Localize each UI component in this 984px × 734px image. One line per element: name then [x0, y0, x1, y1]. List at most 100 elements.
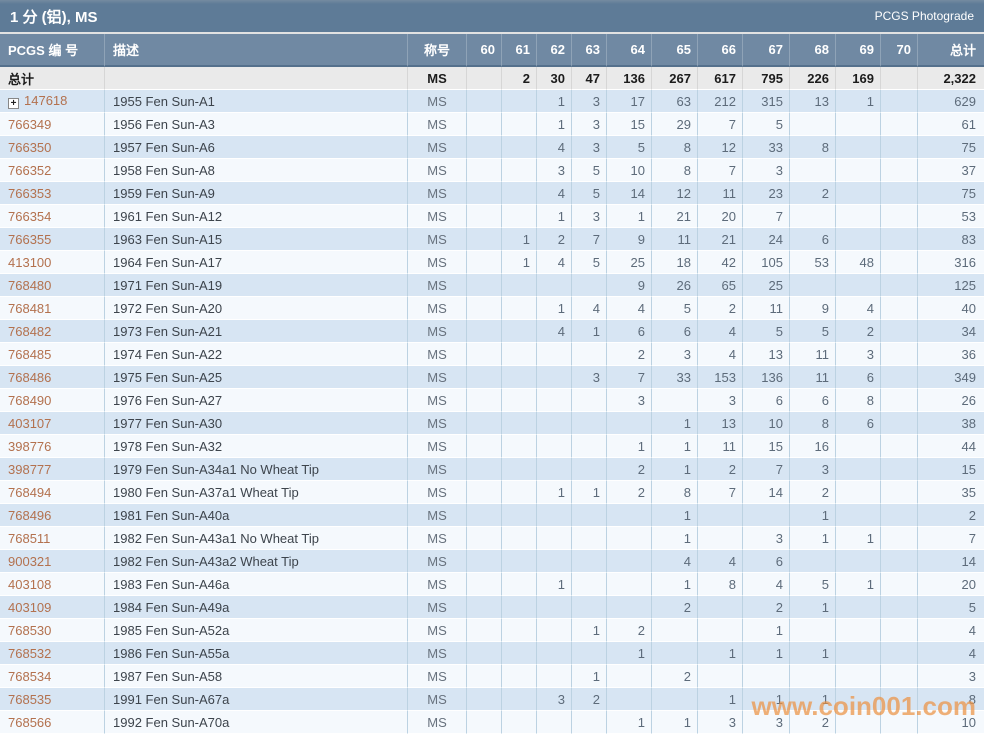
pcgs-number-link[interactable]: 768480 [8, 277, 52, 293]
pcgs-number-link[interactable]: 766353 [8, 185, 52, 201]
grade-count-62: 1 [537, 90, 572, 113]
grade-count-66: 2 [698, 297, 743, 320]
row-total: 75 [918, 136, 984, 159]
pcgs-number-link[interactable]: 766354 [8, 208, 52, 224]
grade-count-69: 8 [836, 389, 881, 412]
grade-count-65: 2 [652, 596, 698, 619]
grade-count-63: 3 [572, 205, 607, 228]
grade-count-67: 105 [743, 251, 790, 274]
grade-count-69: 6 [836, 366, 881, 389]
designation: MS [408, 504, 467, 527]
pcgs-number-link[interactable]: 768532 [8, 645, 52, 661]
grade-count-70 [881, 642, 918, 665]
grade-count-65: 11 [652, 228, 698, 251]
grade-count-62 [537, 504, 572, 527]
grade-count-65: 1 [652, 412, 698, 435]
pcgs-number-cell: 413100 [0, 251, 105, 274]
grade-count-61 [502, 205, 537, 228]
pcgs-number-link[interactable]: 768566 [8, 714, 52, 730]
pcgs-number-cell: 403109 [0, 596, 105, 619]
grade-count-61 [502, 366, 537, 389]
pcgs-number-link[interactable]: 766349 [8, 116, 52, 132]
grade-count-63: 3 [572, 366, 607, 389]
pcgs-number-link[interactable]: 768511 [8, 530, 51, 546]
grade-count-62: 4 [537, 136, 572, 159]
pcgs-number-link[interactable]: 403108 [8, 576, 52, 592]
grade-count-61 [502, 550, 537, 573]
grade-count-67: 3 [743, 159, 790, 182]
pcgs-number-link[interactable]: 398777 [8, 461, 52, 477]
grade-count-60 [467, 711, 502, 734]
grade-count-63: 5 [572, 182, 607, 205]
coin-description: 1957 Fen Sun-A6 [105, 136, 408, 159]
pcgs-number-link[interactable]: 768482 [8, 323, 52, 339]
grade-count-66: 153 [698, 366, 743, 389]
coin-description: 1992 Fen Sun-A70a [105, 711, 408, 734]
grade-count-70 [881, 458, 918, 481]
designation: MS [408, 688, 467, 711]
grade-count-62 [537, 596, 572, 619]
grade-count-68: 1 [790, 688, 836, 711]
coin-description: 1956 Fen Sun-A3 [105, 113, 408, 136]
row-total: 5 [918, 596, 984, 619]
pcgs-number-link[interactable]: 403109 [8, 599, 52, 615]
pcgs-number-link[interactable]: 403107 [8, 415, 52, 431]
grade-count-63 [572, 458, 607, 481]
grade-count-60 [467, 458, 502, 481]
grade-count-70 [881, 113, 918, 136]
coin-description: 1982 Fen Sun-A43a1 No Wheat Tip [105, 527, 408, 550]
pcgs-number-link[interactable]: 766352 [8, 162, 52, 178]
pcgs-number-link[interactable]: 768496 [8, 507, 52, 523]
totals-grade-70 [881, 67, 918, 90]
pcgs-number-link[interactable]: 768485 [8, 346, 52, 362]
pcgs-number-link[interactable]: 768481 [8, 300, 52, 316]
pcgs-number-link[interactable]: 768530 [8, 622, 52, 638]
grade-count-63 [572, 435, 607, 458]
pcgs-number-link[interactable]: 768534 [8, 668, 52, 684]
expand-icon[interactable]: + [8, 98, 19, 109]
pcgs-number-link[interactable]: 900321 [8, 553, 52, 569]
grade-count-68: 1 [790, 642, 836, 665]
designation: MS [408, 435, 467, 458]
grade-count-70 [881, 136, 918, 159]
pcgs-number-cell: 768566 [0, 711, 105, 734]
grade-count-68: 5 [790, 320, 836, 343]
row-total: 4 [918, 619, 984, 642]
pcgs-number-link[interactable]: 147618 [24, 93, 68, 108]
grade-count-68: 1 [790, 596, 836, 619]
photograde-link[interactable]: PCGS Photograde [874, 9, 974, 23]
grade-count-68 [790, 619, 836, 642]
grade-count-60 [467, 435, 502, 458]
pcgs-number-cell: 768480 [0, 274, 105, 297]
grade-count-64 [607, 573, 652, 596]
grade-count-63: 5 [572, 251, 607, 274]
designation: MS [408, 389, 467, 412]
pcgs-number-link[interactable]: 413100 [8, 254, 52, 270]
table-row: 768535 1991 Fen Sun-A67a MS 3 2 1 1 1 8 [0, 688, 984, 711]
pcgs-number-link[interactable]: 398776 [8, 438, 52, 454]
col-header-total: 总计 [918, 34, 984, 67]
pcgs-number-cell: 398776 [0, 435, 105, 458]
pcgs-number-link[interactable]: 768535 [8, 691, 52, 707]
grade-count-61 [502, 136, 537, 159]
pcgs-number-cell: 768496 [0, 504, 105, 527]
designation: MS [408, 343, 467, 366]
pcgs-number-link[interactable]: 768490 [8, 392, 52, 408]
grade-count-62 [537, 274, 572, 297]
pcgs-number-link[interactable]: 766355 [8, 231, 52, 247]
grade-count-64: 14 [607, 182, 652, 205]
pcgs-number-link[interactable]: 768494 [8, 484, 52, 500]
grade-count-66 [698, 619, 743, 642]
grade-count-67: 136 [743, 366, 790, 389]
grade-count-70 [881, 389, 918, 412]
grade-count-68 [790, 665, 836, 688]
grade-count-64: 9 [607, 274, 652, 297]
grade-count-64: 3 [607, 389, 652, 412]
designation: MS [408, 182, 467, 205]
grade-count-62 [537, 389, 572, 412]
row-total: 37 [918, 159, 984, 182]
pcgs-number-link[interactable]: 766350 [8, 139, 52, 155]
grade-count-60 [467, 228, 502, 251]
grade-count-69 [836, 435, 881, 458]
pcgs-number-link[interactable]: 768486 [8, 369, 52, 385]
